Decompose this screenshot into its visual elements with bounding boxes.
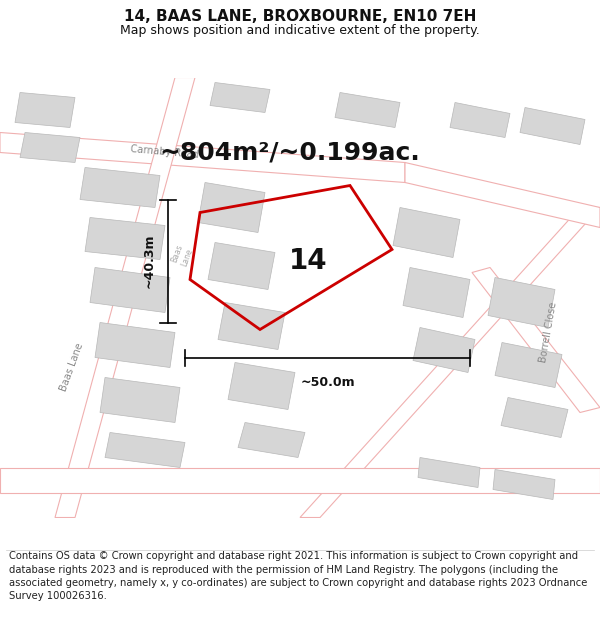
Text: 14, BAAS LANE, BROXBOURNE, EN10 7EH: 14, BAAS LANE, BROXBOURNE, EN10 7EH xyxy=(124,9,476,24)
Polygon shape xyxy=(90,268,170,312)
Text: Map shows position and indicative extent of the property.: Map shows position and indicative extent… xyxy=(120,24,480,38)
Polygon shape xyxy=(228,362,295,409)
Polygon shape xyxy=(520,107,585,144)
Polygon shape xyxy=(405,162,600,228)
Polygon shape xyxy=(198,182,265,232)
Polygon shape xyxy=(418,458,480,488)
Polygon shape xyxy=(210,82,270,112)
Polygon shape xyxy=(393,208,460,258)
Text: Borrell Close: Borrell Close xyxy=(538,301,558,364)
Polygon shape xyxy=(80,168,160,208)
Polygon shape xyxy=(20,132,80,162)
Text: ~40.3m: ~40.3m xyxy=(143,234,156,288)
Polygon shape xyxy=(100,378,180,423)
Text: Carnaby Road: Carnaby Road xyxy=(130,144,199,161)
Text: ~50.0m: ~50.0m xyxy=(300,376,355,389)
Polygon shape xyxy=(238,422,305,457)
Text: Contains OS data © Crown copyright and database right 2021. This information is : Contains OS data © Crown copyright and d… xyxy=(9,551,587,601)
Polygon shape xyxy=(403,268,470,318)
Polygon shape xyxy=(55,78,195,518)
Polygon shape xyxy=(208,242,275,289)
Polygon shape xyxy=(413,328,475,372)
Polygon shape xyxy=(488,278,555,328)
Polygon shape xyxy=(0,468,600,492)
Polygon shape xyxy=(472,268,600,412)
Polygon shape xyxy=(501,398,568,437)
Polygon shape xyxy=(105,432,185,468)
Polygon shape xyxy=(0,132,405,182)
Text: ~804m²/~0.199ac.: ~804m²/~0.199ac. xyxy=(160,141,421,164)
Polygon shape xyxy=(300,208,600,518)
Polygon shape xyxy=(335,92,400,128)
Polygon shape xyxy=(15,92,75,128)
Text: Baas
Lane: Baas Lane xyxy=(170,243,194,268)
Polygon shape xyxy=(85,217,165,259)
Polygon shape xyxy=(95,322,175,368)
Polygon shape xyxy=(495,342,562,388)
Text: Baas Lane: Baas Lane xyxy=(59,342,85,393)
Polygon shape xyxy=(218,302,285,349)
Polygon shape xyxy=(450,102,510,138)
Polygon shape xyxy=(493,469,555,499)
Text: 14: 14 xyxy=(289,248,328,275)
